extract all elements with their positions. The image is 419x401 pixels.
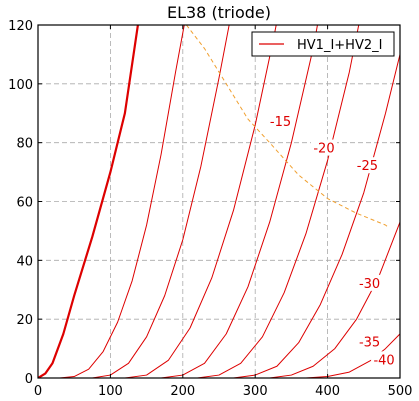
x-tick-label: 300 (243, 384, 268, 399)
curve-label: -40 (373, 353, 394, 368)
y-tick-label: 120 (8, 19, 33, 34)
plate-curve-3 (124, 25, 277, 378)
curve-label-bg (310, 139, 337, 156)
y-tick-label: 20 (16, 313, 33, 328)
curve-label-bg (354, 157, 381, 174)
curve-label-bg (356, 333, 383, 350)
plate-curve-2 (92, 25, 230, 378)
curve-label: -15 (270, 115, 291, 130)
y-tick-label: 80 (16, 137, 33, 152)
x-tick-label: 500 (388, 384, 413, 399)
curve-label-bg (267, 113, 294, 130)
plate-curve-4 (161, 25, 318, 378)
plate-curve-8 (305, 333, 400, 378)
plate-curve-5 (197, 25, 360, 378)
curve-label: -35 (359, 336, 380, 351)
curve-label-bg (356, 274, 383, 291)
chart-title: EL38 (triode) (167, 3, 271, 22)
x-tick-label: 400 (315, 384, 340, 399)
y-tick-label: 100 (8, 78, 33, 93)
load-line-group (186, 25, 390, 229)
legend: HV1_I+HV2_I (251, 31, 395, 57)
load-line (186, 25, 390, 229)
curve-labels: -15 -20 -25 -30 -35 -40 (267, 113, 398, 368)
curve-label: -25 (357, 159, 378, 174)
curve-label: -20 (313, 142, 334, 157)
grid-lines (38, 25, 400, 378)
plate-curve-1 (59, 25, 185, 378)
plate-curves (38, 25, 400, 378)
plate-curve-6 (233, 54, 400, 378)
curve-label: -30 (359, 277, 380, 292)
x-tick-label: 0 (34, 384, 42, 399)
plate-curve-0 (38, 25, 139, 378)
legend-label: HV1_I+HV2_I (297, 38, 382, 53)
legend-box (251, 31, 395, 57)
y-tick-label: 60 (16, 196, 33, 211)
y-tick-label: 40 (16, 254, 33, 269)
axis-ticks: 0 100 200 300 400 500 0 20 40 60 80 100 120 (8, 19, 412, 399)
x-tick-label: 100 (98, 384, 123, 399)
curve-label-bg (371, 351, 398, 368)
y-tick-label: 0 (25, 372, 33, 387)
x-tick-label: 200 (170, 384, 195, 399)
